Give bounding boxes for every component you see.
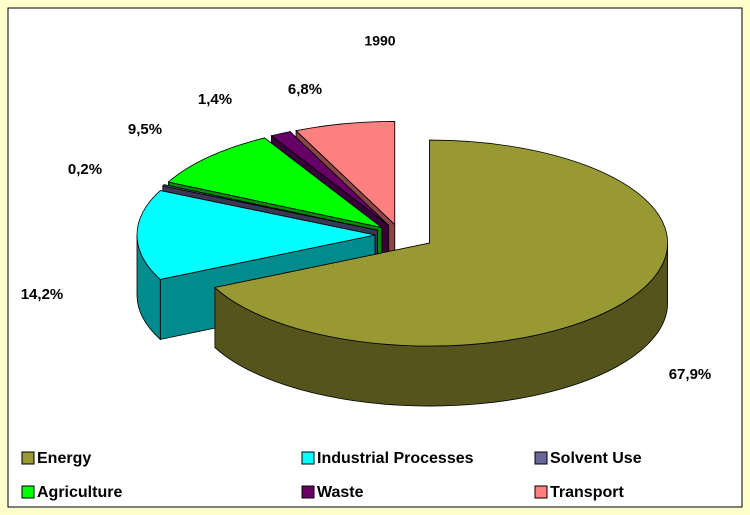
slice <box>167 137 383 228</box>
legend-label: Transport <box>550 484 624 501</box>
legend-label: Agriculture <box>37 484 122 501</box>
data-label: 67,9% <box>669 366 712 383</box>
legend-swatch <box>534 451 548 465</box>
slice <box>136 190 376 280</box>
legend-swatch <box>21 485 35 499</box>
legend-swatch <box>301 485 315 499</box>
slice <box>214 139 669 347</box>
slice <box>295 121 396 226</box>
slice <box>161 184 378 231</box>
slice <box>270 131 389 226</box>
legend-swatch <box>21 451 35 465</box>
data-label: 9,5% <box>128 121 162 138</box>
data-label: 6,8% <box>288 81 322 98</box>
legend-swatch <box>534 485 548 499</box>
data-label: 1,4% <box>198 91 232 108</box>
data-label: 0,2% <box>68 161 102 178</box>
legend-label: Solvent Use <box>550 450 642 467</box>
legend-label: Energy <box>37 450 91 467</box>
legend-label: Waste <box>317 484 364 501</box>
legend-label: Industrial Processes <box>317 450 474 467</box>
data-label: 14,2% <box>21 286 64 303</box>
legend-swatch <box>301 451 315 465</box>
chart-title: 1990 <box>364 33 395 49</box>
